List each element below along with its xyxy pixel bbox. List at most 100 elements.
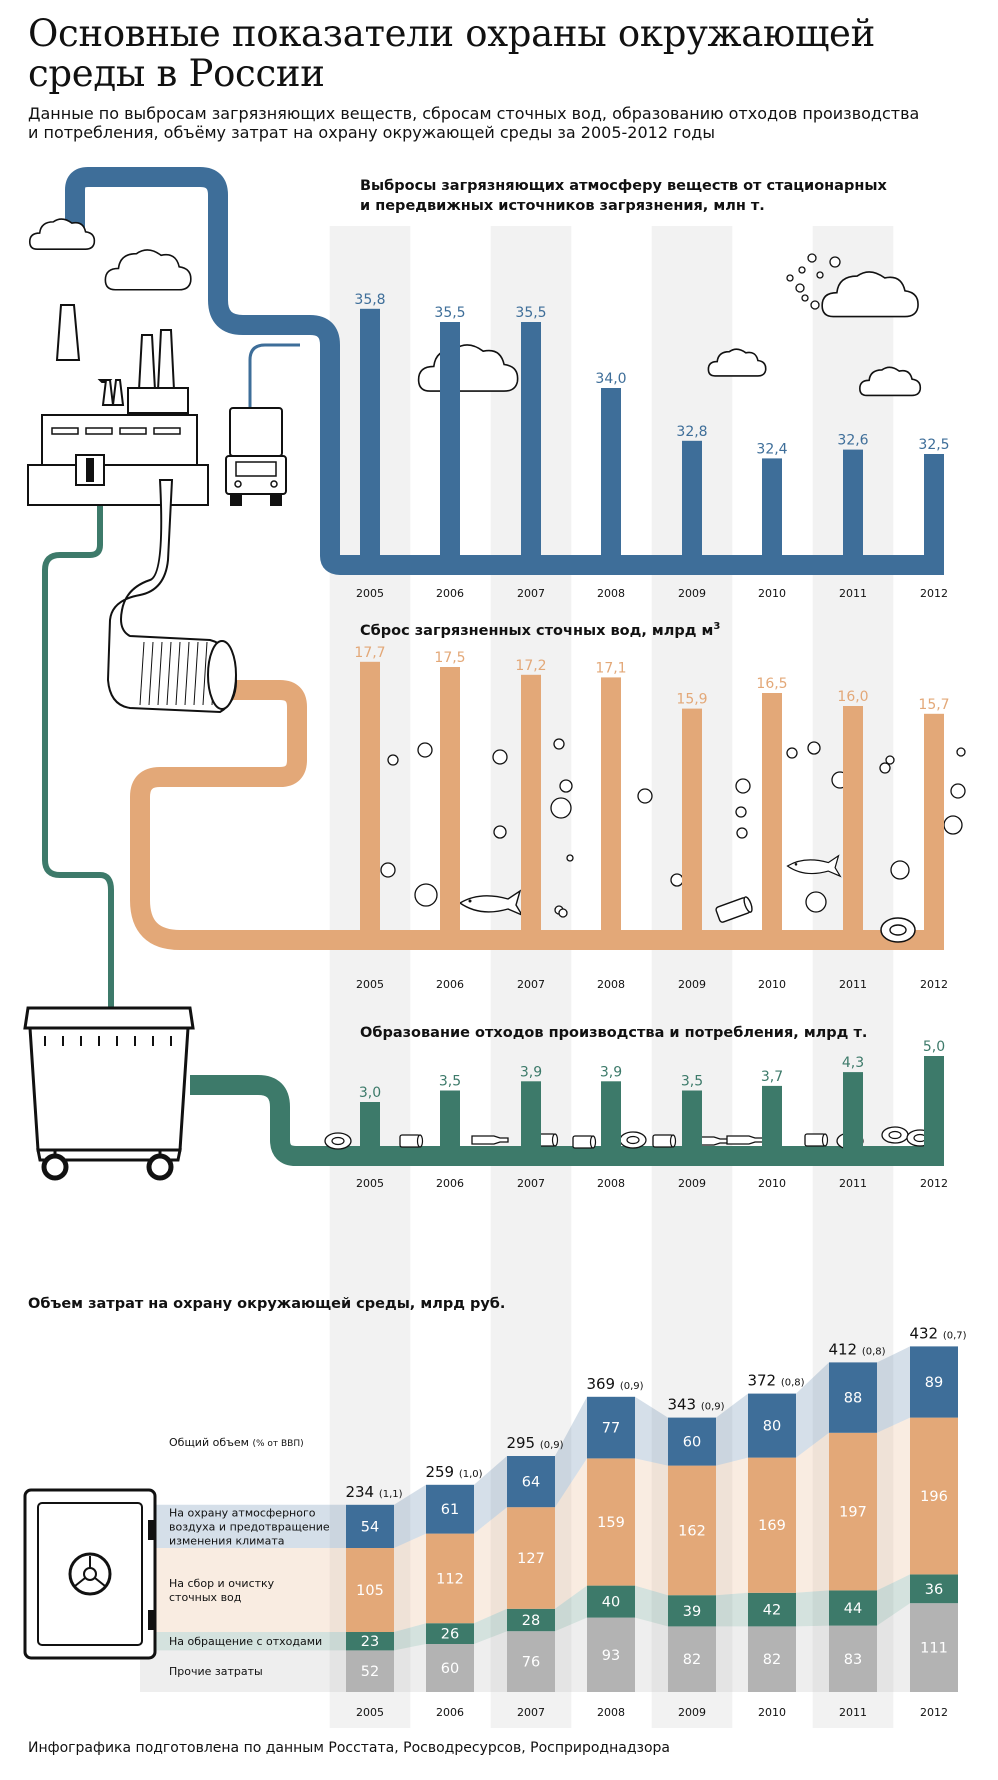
fish-icon [786, 854, 842, 878]
bar [924, 454, 944, 565]
bubble-icon [795, 283, 805, 293]
cloud-icon [28, 218, 96, 250]
stack-ribbon [394, 1533, 426, 1632]
value-label: 17,5 [434, 650, 465, 666]
bar [682, 440, 702, 565]
tire-icon [880, 917, 916, 943]
truck-icon [225, 407, 287, 506]
segment-value-label: 42 [763, 1603, 781, 1619]
segment-value-label: 77 [602, 1421, 620, 1437]
year-label: 2009 [678, 587, 706, 600]
charts-layer: 35,8 2005 35,5 2006 35,5 2007 34,0 2008 32,8 2009… [140, 292, 967, 1719]
legend-total-label: Общий объем (% от ВВП) [169, 1436, 304, 1449]
value-label: 35,5 [515, 305, 546, 321]
legend-label: На сбор и очистку [169, 1577, 275, 1590]
segment-value-label: 88 [844, 1391, 862, 1407]
year-label: 2008 [597, 1706, 625, 1719]
year-label: 2008 [597, 587, 625, 600]
bubble-icon [550, 797, 572, 819]
stack-ribbon [716, 1626, 748, 1692]
segment-value-label: 28 [522, 1613, 540, 1629]
value-label: 34,0 [595, 371, 626, 387]
bottle-icon [726, 1135, 764, 1145]
segment-value-label: 40 [602, 1595, 620, 1611]
stack-segment [748, 1457, 796, 1593]
segment-value-label: 80 [763, 1419, 781, 1435]
year-label: 2007 [517, 1177, 545, 1190]
garbage-container-icon [23, 1006, 195, 1181]
segment-value-label: 82 [683, 1652, 701, 1668]
stack-ribbon [635, 1458, 668, 1596]
legend-band [140, 1632, 346, 1651]
stack-segment [748, 1592, 796, 1627]
legend-label: На обращение с отходами [169, 1635, 322, 1648]
bar [601, 677, 621, 940]
segment-value-label: 112 [436, 1571, 464, 1587]
bar [440, 1090, 460, 1156]
year-label: 2009 [678, 1177, 706, 1190]
value-label: 3,9 [520, 1064, 542, 1080]
bubble-icon [950, 783, 966, 799]
stack-segment [587, 1396, 635, 1459]
stack-ribbon [796, 1590, 829, 1627]
tire-icon [619, 1131, 647, 1149]
value-label: 16,5 [756, 676, 787, 692]
bar [360, 308, 380, 565]
bar [440, 667, 460, 940]
year-label: 2012 [920, 978, 948, 991]
segment-value-label: 93 [602, 1648, 620, 1664]
source-footer: Инфографика подготовлена по данным Росст… [28, 1740, 670, 1756]
year-label: 2006 [436, 1177, 464, 1190]
total-value-label: 295 (0,9) [506, 1434, 563, 1452]
stack-segment [426, 1644, 474, 1692]
bubble-icon [890, 860, 910, 880]
segment-value-label: 105 [356, 1583, 384, 1599]
page-subtitle: Данные по выбросам загрязняющих веществ,… [28, 104, 920, 142]
stack-ribbon [877, 1574, 910, 1626]
segment-value-label: 60 [441, 1661, 459, 1677]
stack-segment [346, 1632, 394, 1651]
bubble-icon [798, 266, 806, 274]
bar [762, 1085, 782, 1156]
bar [682, 708, 702, 940]
total-value-label: 259 (1,0) [425, 1463, 482, 1481]
segment-value-label: 39 [683, 1604, 701, 1620]
legend-label: изменения климата [169, 1534, 285, 1547]
stack-ribbon [716, 1592, 748, 1627]
water-pipe [130, 680, 944, 950]
waste-pipe-thin [42, 470, 114, 1020]
tire-icon [881, 1126, 909, 1144]
year-label: 2011 [839, 587, 867, 600]
bubble-icon [736, 827, 748, 839]
stack-ribbon [474, 1608, 507, 1644]
can-icon [804, 1133, 829, 1147]
value-label: 32,4 [756, 441, 787, 457]
stack-ribbon [877, 1346, 910, 1433]
stack-ribbon [394, 1623, 426, 1651]
stack-segment [426, 1533, 474, 1624]
year-label: 2011 [839, 1706, 867, 1719]
can-icon [715, 896, 753, 923]
stack-segment [507, 1456, 555, 1508]
stack-segment [748, 1393, 796, 1458]
value-label: 3,5 [681, 1074, 703, 1090]
stack-ribbon [555, 1458, 587, 1609]
segment-value-label: 76 [522, 1655, 540, 1671]
year-label: 2005 [356, 1177, 384, 1190]
chart-title: Объем затрат на охрану окружающей среды,… [28, 1296, 505, 1312]
stack-segment [910, 1574, 958, 1604]
value-label: 3,5 [439, 1074, 461, 1090]
bar-chart: 3,0 2005 3,5 2006 3,9 2007 3,9 2008 3,5 2009 3,7 20… [356, 1039, 948, 1190]
bar [924, 1056, 944, 1156]
stack-ribbon [474, 1507, 507, 1624]
bubble-icon [414, 883, 438, 907]
bubble-icon [829, 256, 841, 268]
bubble-icon [387, 754, 399, 766]
bar-chart: 17,7 2005 17,5 2006 17,2 2007 17,1 2008 15,9 2009… [354, 645, 949, 991]
bar-chart: 35,8 2005 35,5 2006 35,5 2007 34,0 2008 32,8 2009… [354, 292, 949, 600]
factory-icon [27, 304, 209, 506]
year-label: 2008 [597, 1177, 625, 1190]
year-label: 2010 [758, 1706, 786, 1719]
segment-value-label: 197 [839, 1505, 867, 1521]
